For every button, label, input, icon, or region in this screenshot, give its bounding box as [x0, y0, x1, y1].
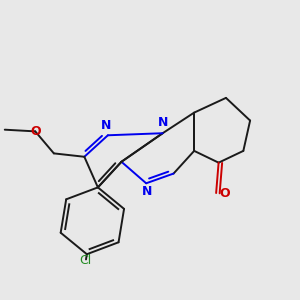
Text: O: O: [219, 187, 230, 200]
Text: N: N: [142, 185, 152, 198]
Text: Cl: Cl: [80, 254, 92, 267]
Text: N: N: [100, 119, 111, 132]
Text: O: O: [30, 125, 40, 138]
Text: N: N: [158, 116, 169, 129]
